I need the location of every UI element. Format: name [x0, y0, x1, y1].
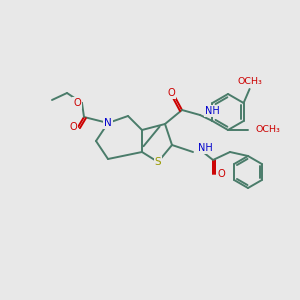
Text: NH: NH [198, 143, 213, 153]
Text: O: O [73, 98, 81, 108]
Text: O: O [167, 88, 175, 98]
Text: O: O [218, 169, 226, 179]
Text: O: O [69, 122, 77, 132]
Text: OCH₃: OCH₃ [237, 76, 262, 85]
Text: S: S [155, 157, 161, 167]
Text: OCH₃: OCH₃ [255, 125, 280, 134]
Text: NH: NH [205, 106, 220, 116]
Text: N: N [104, 118, 112, 128]
